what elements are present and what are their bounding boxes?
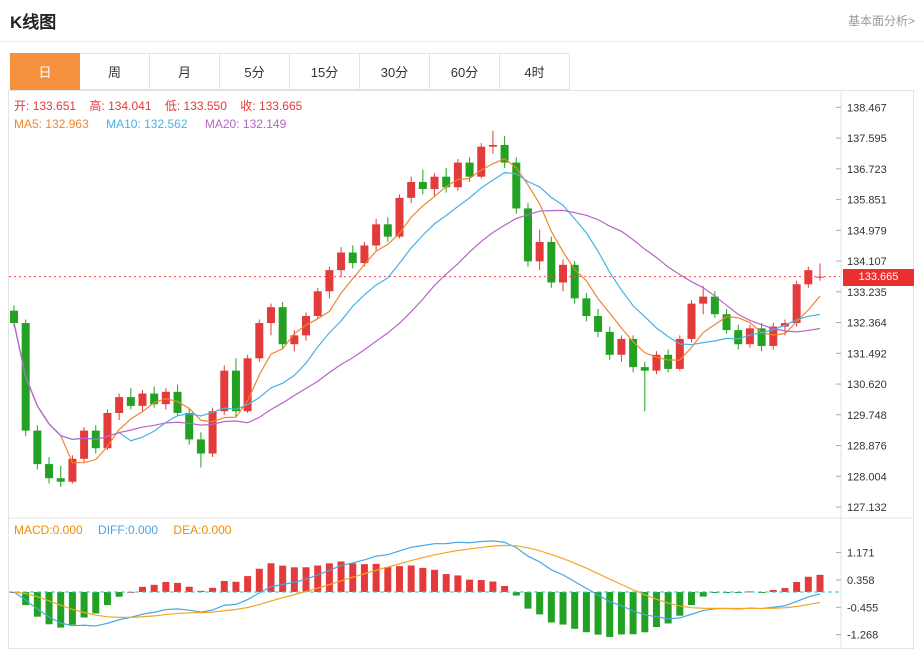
close-value: 133.665 [258, 99, 303, 113]
tab-4hour[interactable]: 4时 [500, 53, 570, 90]
open-label: 开: [14, 99, 30, 113]
ma5-line [13, 158, 821, 464]
svg-text:132.364: 132.364 [847, 318, 887, 330]
tab-daily[interactable]: 日 [10, 53, 80, 90]
tab-60min[interactable]: 60分 [430, 53, 500, 90]
ma20-line [13, 209, 821, 441]
ma5-value: 132.963 [45, 117, 89, 131]
candles [10, 130, 824, 488]
diff-label: DIFF: [98, 523, 129, 537]
fundamental-analysis-link[interactable]: 基本面分析> [847, 14, 915, 28]
svg-text:134.107: 134.107 [847, 256, 887, 268]
dea-value: 0.000 [201, 523, 232, 537]
tab-5min[interactable]: 5分 [220, 53, 290, 90]
dea-line [13, 544, 821, 619]
ma10-line [13, 172, 821, 442]
svg-text:137.595: 137.595 [847, 133, 887, 145]
macd-readout: MACD:0.000 DIFF:0.000 DEA:0.000 [14, 523, 243, 537]
svg-text:-1.268: -1.268 [847, 630, 878, 642]
diff-line [13, 540, 821, 627]
high-label: 高: [89, 99, 105, 113]
ma-readout: MA5: 132.963 MA10: 132.562 MA20: 132.149 [14, 117, 300, 131]
diff-value: 0.000 [128, 523, 159, 537]
svg-text:128.876: 128.876 [847, 441, 887, 453]
dea-label: DEA: [173, 523, 202, 537]
high-value: 134.041 [108, 99, 152, 113]
tab-15min[interactable]: 15分 [290, 53, 360, 90]
macd-y-axis: 1.171 0.358 -0.455 -1.268 [836, 548, 878, 642]
tab-monthly[interactable]: 月 [150, 53, 220, 90]
current-price-badge: 133.665 [843, 268, 914, 286]
open-value: 133.651 [32, 99, 77, 113]
period-tabs: 日 周 月 5分 15分 30分 60分 4时 [10, 53, 570, 90]
main-y-axis: 138.467 137.595 136.723 135.851 134.979 134.1… [836, 102, 887, 514]
svg-text:129.748: 129.748 [847, 410, 887, 422]
page-title: K线图 [10, 13, 57, 32]
svg-text:135.851: 135.851 [847, 195, 887, 207]
ma20-value: 132.149 [242, 117, 287, 131]
tab-weekly[interactable]: 周 [80, 53, 150, 90]
svg-text:1.171: 1.171 [847, 548, 875, 560]
ma5-label: MA5: [14, 117, 43, 131]
svg-text:-0.455: -0.455 [847, 602, 878, 614]
svg-text:128.004: 128.004 [847, 471, 887, 483]
header-divider [0, 41, 924, 42]
svg-text:131.492: 131.492 [847, 348, 887, 360]
svg-text:133.235: 133.235 [847, 287, 887, 299]
macd-label: MACD: [14, 523, 53, 537]
macd-histogram [10, 561, 824, 638]
macd-value: 0.000 [52, 523, 83, 537]
svg-text:134.979: 134.979 [847, 225, 887, 237]
chart-separators [9, 91, 913, 648]
svg-text:138.467: 138.467 [847, 102, 887, 114]
close-label: 收: [240, 99, 256, 113]
svg-text:136.723: 136.723 [847, 164, 887, 176]
ma20-label: MA20: [204, 117, 240, 131]
ohlc-readout: 开: 133.651 高: 134.041 低: 133.550 收: 133.… [14, 97, 312, 114]
ma10-label: MA10: [106, 117, 141, 131]
svg-text:127.132: 127.132 [847, 502, 887, 514]
svg-text:0.358: 0.358 [847, 575, 875, 587]
svg-text:130.620: 130.620 [847, 379, 887, 391]
low-value: 133.550 [183, 99, 227, 113]
low-label: 低: [164, 99, 181, 113]
tab-30min[interactable]: 30分 [360, 53, 430, 90]
ma10-value: 132.562 [144, 117, 188, 131]
